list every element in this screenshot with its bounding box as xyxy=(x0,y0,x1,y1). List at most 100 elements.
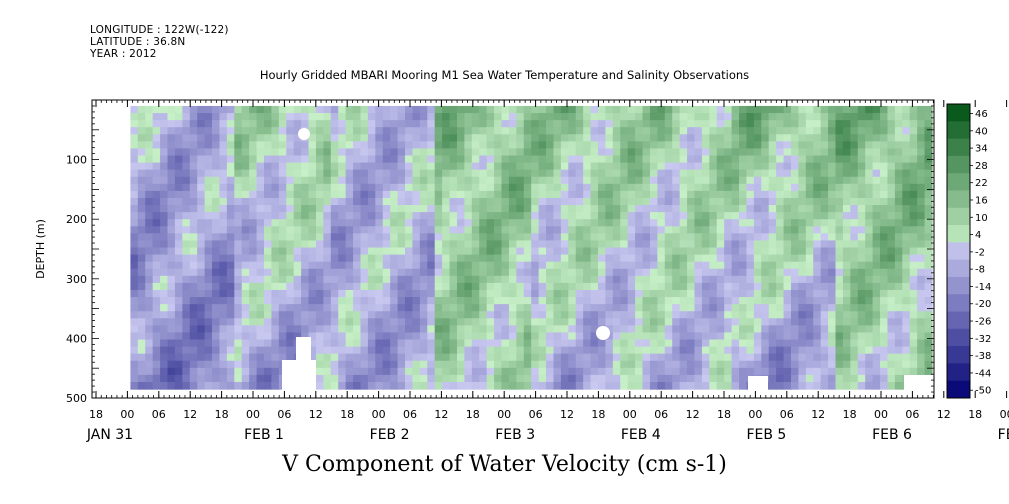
heatmap-cell xyxy=(664,127,673,135)
heatmap-cell xyxy=(768,183,777,192)
heatmap-cell xyxy=(330,176,339,185)
heatmap-cell xyxy=(598,183,607,192)
heatmap-cell xyxy=(553,127,562,135)
heatmap-cell xyxy=(323,261,332,270)
heatmap-cell xyxy=(642,261,651,270)
heatmap-cell xyxy=(353,190,362,199)
heatmap-cell xyxy=(464,197,473,206)
heatmap-cell xyxy=(523,212,532,220)
heatmap-cell xyxy=(145,127,154,135)
heatmap-cell xyxy=(182,318,191,326)
heatmap-cell xyxy=(865,325,874,334)
heatmap-cell xyxy=(709,219,718,227)
heatmap-cell xyxy=(390,304,399,312)
heatmap-cell xyxy=(828,339,837,348)
heatmap-cell xyxy=(338,254,347,263)
heatmap-cell xyxy=(857,374,866,383)
heatmap-cell xyxy=(516,381,525,390)
heatmap-cell xyxy=(887,332,896,341)
heatmap-cell xyxy=(842,374,851,383)
heatmap-cell xyxy=(902,268,911,277)
heatmap-cell xyxy=(264,169,273,178)
heatmap-cell xyxy=(880,127,889,135)
heatmap-cell xyxy=(694,367,703,376)
heatmap-cell xyxy=(724,325,733,334)
heatmap-cell xyxy=(464,162,473,171)
heatmap-cell xyxy=(160,219,169,227)
heatmap-cell xyxy=(286,247,295,256)
heatmap-cell xyxy=(516,275,525,284)
heatmap-cell xyxy=(412,197,421,206)
heatmap-cell xyxy=(664,247,673,256)
heatmap-cell xyxy=(523,346,532,355)
heatmap-cell xyxy=(657,346,666,355)
heatmap-cell xyxy=(293,197,302,206)
heatmap-cell xyxy=(649,205,658,213)
heatmap-cell xyxy=(813,183,822,192)
heatmap-cell xyxy=(850,297,859,305)
heatmap-cell xyxy=(449,360,458,369)
heatmap-cell xyxy=(167,176,176,185)
heatmap-cell xyxy=(278,219,287,227)
heatmap-cell xyxy=(197,332,206,341)
heatmap-cell xyxy=(501,233,510,242)
heatmap-cell xyxy=(583,247,592,256)
heatmap-cell xyxy=(724,297,733,305)
heatmap-cell xyxy=(330,311,339,319)
heatmap-cell xyxy=(798,169,807,178)
heatmap-cell xyxy=(301,176,310,185)
heatmap-cell xyxy=(523,381,532,390)
header-year: YEAR : 2012 xyxy=(90,48,157,60)
heatmap-cell xyxy=(546,212,555,220)
heatmap-cell xyxy=(360,219,369,227)
heatmap-cell xyxy=(301,247,310,256)
heatmap-cell xyxy=(286,212,295,220)
heatmap-cell xyxy=(145,268,154,277)
heatmap-cell xyxy=(828,176,837,185)
heatmap-cell xyxy=(538,155,547,164)
heatmap-cell xyxy=(330,219,339,227)
heatmap-cell xyxy=(256,325,265,334)
heatmap-cell xyxy=(657,297,666,305)
heatmap-cell xyxy=(865,190,874,199)
heatmap-cell xyxy=(605,254,614,263)
heatmap-cell xyxy=(828,346,837,355)
heatmap-cell xyxy=(872,120,881,128)
heatmap-cell xyxy=(167,261,176,270)
heatmap-cell xyxy=(442,282,451,291)
x-tick-label: 06 xyxy=(529,408,543,421)
heatmap-cell xyxy=(546,134,555,142)
heatmap-cell xyxy=(894,381,903,390)
heatmap-cell xyxy=(546,162,555,171)
heatmap-cell xyxy=(820,120,829,128)
heatmap-cell xyxy=(538,318,547,326)
missing-data-regions xyxy=(282,128,934,398)
heatmap-cell xyxy=(746,261,755,270)
heatmap-cell xyxy=(367,311,376,319)
heatmap-cell xyxy=(338,155,347,164)
heatmap-cell xyxy=(694,297,703,305)
heatmap-cell xyxy=(130,339,139,348)
heatmap-cell xyxy=(508,261,517,270)
heatmap-cell xyxy=(753,155,762,164)
heatmap-cell xyxy=(716,353,725,362)
heatmap-cell xyxy=(924,134,933,142)
heatmap-cell xyxy=(694,141,703,150)
heatmap-cell xyxy=(531,261,540,270)
heatmap-cell xyxy=(917,127,926,135)
heatmap-cell xyxy=(160,339,169,348)
heatmap-cell xyxy=(345,141,354,150)
heatmap-cell xyxy=(160,155,169,164)
heatmap-cell xyxy=(241,212,250,220)
heatmap-cell xyxy=(620,325,629,334)
heatmap-cell xyxy=(560,275,569,284)
heatmap-cell xyxy=(160,162,169,171)
heatmap-cell xyxy=(694,127,703,135)
heatmap-cell xyxy=(456,176,465,185)
heatmap-cell xyxy=(805,113,814,121)
heatmap-cell xyxy=(739,240,748,249)
heatmap-cell xyxy=(664,332,673,341)
heatmap-cell xyxy=(598,169,607,178)
heatmap-cell xyxy=(813,374,822,383)
heatmap-cell xyxy=(776,197,785,206)
